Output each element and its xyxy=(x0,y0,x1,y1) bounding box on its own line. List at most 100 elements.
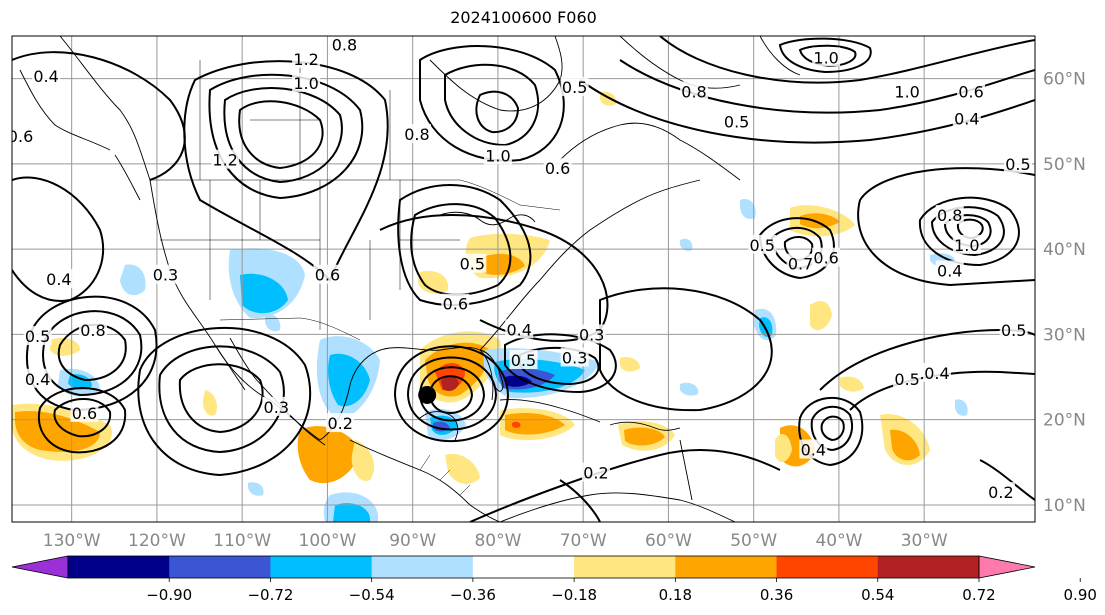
contour-label: 0.4 xyxy=(46,270,71,289)
contour-hudson-low xyxy=(444,63,540,147)
contour-label: 0.2 xyxy=(583,464,608,483)
lon-tick-label: 110°W xyxy=(213,531,271,551)
coastline-cuba xyxy=(499,399,601,423)
contour-south-broad xyxy=(559,479,601,522)
lon-tick-label: 90°W xyxy=(389,531,436,551)
contour-label-bg xyxy=(952,108,981,128)
contour-label: 0.3 xyxy=(579,325,604,344)
colorbar-swatch xyxy=(877,556,980,578)
coastline-great-lakes xyxy=(439,211,536,226)
colorbar-tick-label: −0.90 xyxy=(146,586,192,604)
contour-label: 0.8 xyxy=(332,36,357,55)
border-us-states xyxy=(160,180,460,330)
contour-hurricane-milton xyxy=(406,356,498,431)
contour-label: 1.0 xyxy=(954,236,979,255)
contour-hurricane-milton xyxy=(418,366,486,422)
contour-greenland-high xyxy=(778,37,872,74)
contour-hudson-low xyxy=(419,45,565,162)
contour-pacific-low xyxy=(26,295,158,412)
border-central-america xyxy=(419,454,471,496)
colorbar-swatch xyxy=(68,556,170,578)
shade-positive xyxy=(810,301,832,331)
contour-label: 0.4 xyxy=(937,261,962,280)
contour-label-bg xyxy=(812,247,841,267)
shade-negative xyxy=(328,353,370,407)
colorbar-swatch xyxy=(371,556,474,578)
contour-label: 0.4 xyxy=(924,364,949,383)
contour-label-bg xyxy=(292,72,321,92)
contour-label: 0.6 xyxy=(958,82,983,101)
colorbar-tick-label: 0.18 xyxy=(659,586,692,604)
contour-tropical-wave-east xyxy=(820,415,845,442)
contour-label-bg xyxy=(922,362,951,382)
coastline-canada-east xyxy=(559,122,741,181)
contour-hurricane-milton xyxy=(428,375,474,414)
contour-label: 0.6 xyxy=(443,295,468,314)
contour-low-pacific-nw xyxy=(238,100,324,170)
coastline-us-east xyxy=(479,179,701,351)
contour-central-atlantic xyxy=(599,287,773,412)
colorbar-frame xyxy=(67,555,980,579)
colorbar-swatch xyxy=(675,556,778,578)
contour-label-bg xyxy=(957,81,986,101)
contour-label-bg xyxy=(441,293,470,313)
contour-label-bg xyxy=(560,77,589,97)
shade-negative xyxy=(680,238,693,251)
contour-label: 0.4 xyxy=(507,320,532,339)
contour-label-bg xyxy=(262,396,291,416)
contour-label-bg xyxy=(577,324,606,344)
coastline-gulf-of-mexico xyxy=(319,346,494,441)
contour-north-atlantic xyxy=(659,36,1035,84)
contour-label-bg xyxy=(680,81,708,101)
hurricane-center-marker xyxy=(418,385,437,404)
contour-label: 1.2 xyxy=(212,151,237,170)
contour-north-atlantic xyxy=(579,79,1035,144)
contour-south-broad xyxy=(469,449,781,522)
contour-label: 0.5 xyxy=(749,236,774,255)
contour-label: 1.0 xyxy=(293,74,318,93)
contour-label: 1.0 xyxy=(485,146,510,165)
contour-label-bg xyxy=(326,413,355,433)
contour-label: 1.2 xyxy=(293,50,318,69)
contour-label-bg xyxy=(458,253,487,273)
contour-label-bg xyxy=(952,234,981,254)
contour-label: 0.5 xyxy=(1005,155,1030,174)
contour-label-bg xyxy=(986,482,1015,502)
contour-label-bg xyxy=(70,402,99,422)
contour-pacific-south xyxy=(37,387,127,454)
contour-label-bg xyxy=(543,158,572,178)
shade-positive xyxy=(505,413,565,435)
contour-east-coast xyxy=(379,214,609,342)
colorbar-extend-low xyxy=(11,555,69,579)
contour-label: 0.5 xyxy=(460,255,485,274)
colorbar-tick-label: 0.54 xyxy=(861,586,894,604)
shade-positive xyxy=(297,426,360,484)
contour-label: 0.5 xyxy=(25,327,50,346)
shade-negative xyxy=(68,374,92,390)
contour-label-bg xyxy=(893,368,922,388)
contour-label: 0.7 xyxy=(788,255,813,274)
contour-hudson-low xyxy=(475,90,520,134)
lat-tick-label: 60°N xyxy=(1043,70,1086,90)
contour-west-broad xyxy=(12,51,186,181)
contour-label: 0.5 xyxy=(894,370,919,389)
contour-label: 0.5 xyxy=(1001,321,1026,340)
contour-label-bg xyxy=(292,49,321,69)
lon-tick-label: 80°W xyxy=(474,531,521,551)
colorbar-extend-high xyxy=(978,555,1036,579)
contour-trough-west xyxy=(183,60,389,282)
contour-label-bg xyxy=(748,234,777,254)
contour-label: 0.4 xyxy=(954,110,979,129)
shade-negative xyxy=(120,264,146,296)
contour-label: 1.0 xyxy=(813,48,838,67)
contour-label: 0.3 xyxy=(562,348,587,367)
lon-tick-label: 50°W xyxy=(730,531,777,551)
contour-label-bg xyxy=(402,124,431,144)
colorbar-swatch xyxy=(270,556,373,578)
contour-label-bg xyxy=(812,47,841,67)
shade-positive xyxy=(15,411,100,452)
colorbar-tick-label: −0.72 xyxy=(247,586,293,604)
lon-tick-label: 130°W xyxy=(43,531,101,551)
coastline-hudson-bay xyxy=(429,36,563,112)
lon-tick-label: 60°W xyxy=(645,531,692,551)
